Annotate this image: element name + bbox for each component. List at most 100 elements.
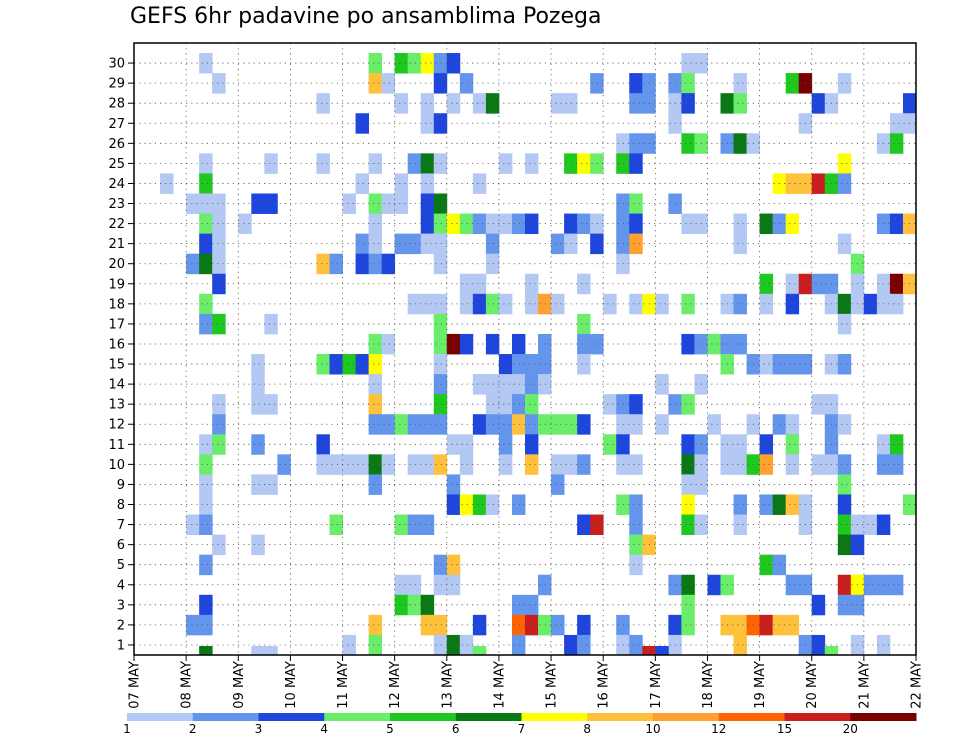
heatmap-cell — [368, 193, 383, 214]
heatmap-cell — [199, 514, 213, 536]
heatmap-cell — [889, 133, 904, 154]
heatmap-cell — [681, 614, 695, 636]
heatmap-cell — [459, 333, 474, 355]
heatmap-cell — [759, 273, 774, 295]
heatmap-cell — [186, 514, 200, 536]
heatmap-cell — [329, 253, 343, 275]
heatmap-cell — [355, 454, 369, 475]
heatmap-cell — [733, 454, 747, 475]
heatmap-cell — [629, 514, 643, 536]
y-tick-label: 21 — [108, 237, 125, 252]
y-tick-label: 16 — [108, 337, 125, 352]
heatmap-cell — [212, 233, 226, 255]
heatmap-cell — [420, 213, 435, 235]
heatmap-cell — [433, 414, 448, 435]
heatmap-cell — [629, 534, 643, 556]
heatmap-cell — [577, 354, 591, 375]
heatmap-cell — [459, 494, 474, 515]
legend-label: 7 — [518, 722, 526, 736]
heatmap-cell — [433, 73, 448, 94]
x-tick-label: 12 MAY — [388, 661, 403, 709]
heatmap-cell — [199, 434, 213, 455]
heatmap-cell — [733, 293, 747, 315]
heatmap-cell — [368, 474, 383, 495]
heatmap-cell — [199, 554, 213, 576]
heatmap-cell — [485, 414, 500, 435]
heatmap-cell — [459, 634, 474, 656]
y-tick-label: 20 — [108, 257, 125, 272]
heatmap-cell — [381, 193, 396, 214]
heatmap-cell — [681, 93, 695, 114]
heatmap-cell — [212, 313, 226, 335]
heatmap-cell — [199, 454, 213, 475]
heatmap-cell — [733, 634, 747, 656]
heatmap-cell — [472, 273, 487, 295]
heatmap-cell — [707, 414, 721, 435]
heatmap-cell-lower — [251, 646, 265, 655]
heatmap-cell — [525, 414, 539, 435]
x-axis-ticks: 07 MAY 08 MAY 09 MAY 10 MAY 11 MAY 12 MAY 13 M… — [128, 655, 925, 709]
x-tick-label: 07 MAY — [128, 661, 143, 709]
heatmap-cell — [733, 494, 747, 515]
x-tick-label: 21 MAY — [857, 661, 872, 709]
heatmap-cell — [525, 273, 539, 295]
legend-swatches — [127, 713, 917, 721]
heatmap-cell — [394, 414, 409, 435]
heatmap-cell — [525, 614, 539, 636]
heatmap-cell — [316, 454, 330, 475]
heatmap-cell — [199, 253, 213, 275]
heatmap-cell — [538, 374, 552, 395]
heatmap-cell — [420, 193, 435, 214]
x-tick-label: 09 MAY — [232, 661, 247, 709]
heatmap-cell — [511, 333, 526, 355]
heatmap-cell — [538, 354, 552, 375]
y-axis-ticks: 1234567891011121314151617181920212223242… — [108, 57, 134, 653]
heatmap-cell — [785, 273, 800, 295]
heatmap-cell — [199, 173, 213, 194]
heatmap-cell — [368, 414, 383, 435]
heatmap-cell — [381, 333, 396, 355]
heatmap-cell — [629, 93, 643, 114]
x-tick-label: 20 MAY — [805, 661, 820, 709]
heatmap-cell — [681, 574, 695, 596]
heatmap-cell — [811, 634, 826, 656]
heatmap-cell — [407, 53, 422, 74]
heatmap-cell — [251, 354, 265, 375]
heatmap-cell — [577, 414, 591, 435]
heatmap-cell — [212, 273, 226, 295]
heatmap-cell — [381, 73, 396, 94]
heatmap-cell — [511, 634, 526, 656]
heatmap-cell — [837, 173, 852, 194]
heatmap-cell — [251, 374, 265, 395]
heatmap-cell — [629, 634, 643, 656]
heatmap-cell — [368, 233, 383, 255]
heatmap-cell — [407, 514, 422, 536]
heatmap-cell — [407, 594, 422, 616]
legend-swatch — [455, 713, 522, 721]
heatmap-cell — [329, 354, 343, 375]
heatmap-cell — [525, 374, 539, 395]
heatmap-cell — [199, 614, 213, 636]
y-tick-label: 13 — [108, 398, 125, 413]
x-tick-label: 18 MAY — [701, 661, 716, 709]
y-tick-label: 24 — [108, 177, 125, 192]
heatmap-cell — [355, 173, 369, 194]
heatmap-cell — [837, 153, 852, 174]
heatmap-cell — [316, 253, 330, 275]
heatmap-cell — [485, 293, 500, 315]
y-tick-label: 11 — [108, 438, 125, 453]
heatmap-cell — [889, 293, 904, 315]
heatmap-cell — [212, 213, 226, 235]
heatmap-cell — [498, 434, 513, 455]
heatmap-cell — [420, 53, 435, 74]
heatmap-cell — [785, 213, 800, 235]
heatmap-cell — [355, 253, 369, 275]
heatmap-cell — [498, 394, 513, 415]
heatmap-cell — [785, 434, 800, 455]
heatmap-cell — [733, 213, 747, 235]
y-tick-label: 23 — [108, 197, 125, 212]
heatmap-cell — [355, 233, 369, 255]
heatmap-cell — [381, 454, 396, 475]
heatmap-cell-lower — [655, 646, 669, 655]
heatmap-cell — [446, 634, 461, 656]
